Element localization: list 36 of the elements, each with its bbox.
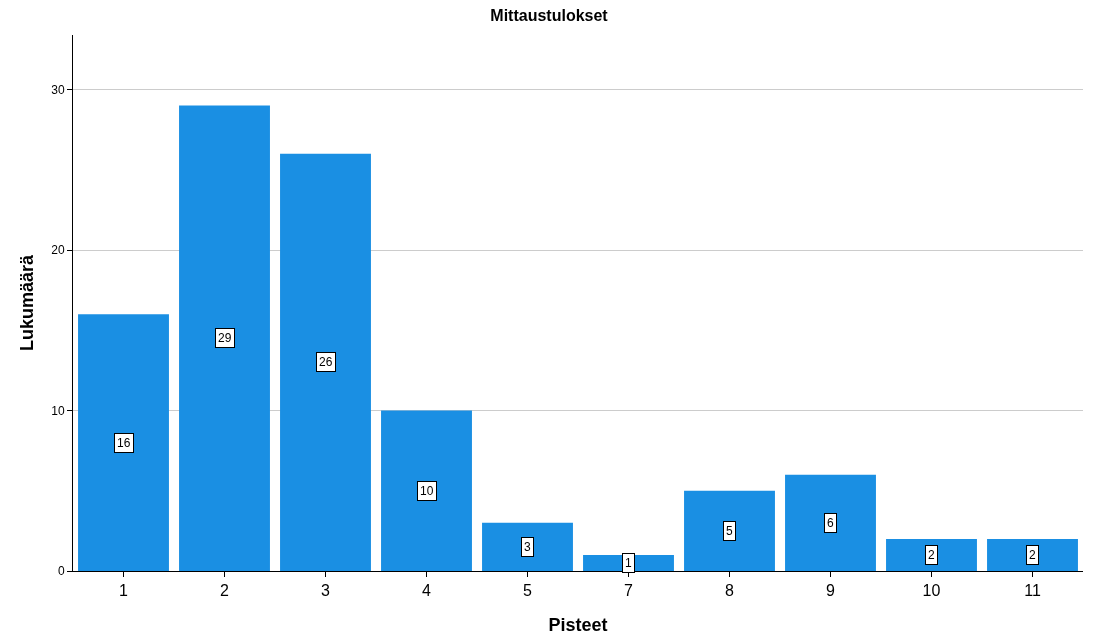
data-label: 5 bbox=[726, 524, 733, 538]
x-tick-label: 10 bbox=[922, 582, 941, 600]
bar bbox=[179, 105, 270, 571]
data-label: 3 bbox=[524, 540, 531, 554]
x-tick-label: 11 bbox=[1024, 582, 1041, 600]
y-axis-title: Lukumäärä bbox=[17, 254, 38, 352]
bar bbox=[886, 538, 977, 571]
x-tick-label: 7 bbox=[624, 582, 634, 600]
data-label: 26 bbox=[319, 355, 333, 369]
bar bbox=[482, 522, 573, 571]
data-label: 6 bbox=[827, 516, 834, 530]
x-tick-label: 2 bbox=[220, 582, 230, 600]
x-tick-label: 1 bbox=[119, 582, 129, 600]
x-axis-title: Pisteet bbox=[548, 615, 608, 636]
data-label: 2 bbox=[1029, 548, 1036, 562]
bar bbox=[987, 538, 1078, 571]
chart-title: Mittaustulokset bbox=[490, 6, 609, 24]
bar bbox=[785, 474, 876, 571]
bar bbox=[381, 410, 472, 571]
data-label: 29 bbox=[218, 331, 232, 345]
x-tick-label: 8 bbox=[725, 582, 735, 600]
x-tick-label: 3 bbox=[321, 582, 331, 600]
bar bbox=[684, 490, 775, 571]
x-tick-label: 4 bbox=[422, 582, 432, 600]
y-tick-label: 20 bbox=[51, 243, 65, 258]
data-label: 16 bbox=[117, 436, 131, 450]
x-tick-label: 9 bbox=[826, 582, 836, 600]
data-label: 1 bbox=[625, 556, 632, 570]
y-tick-label: 10 bbox=[51, 403, 65, 418]
bar bbox=[78, 314, 169, 571]
y-tick-label: 30 bbox=[51, 82, 65, 97]
data-label: 10 bbox=[420, 484, 434, 498]
bar bbox=[280, 153, 371, 571]
data-label: 2 bbox=[928, 548, 935, 562]
x-tick-label: 5 bbox=[523, 582, 533, 600]
y-tick-label: 0 bbox=[57, 564, 65, 579]
